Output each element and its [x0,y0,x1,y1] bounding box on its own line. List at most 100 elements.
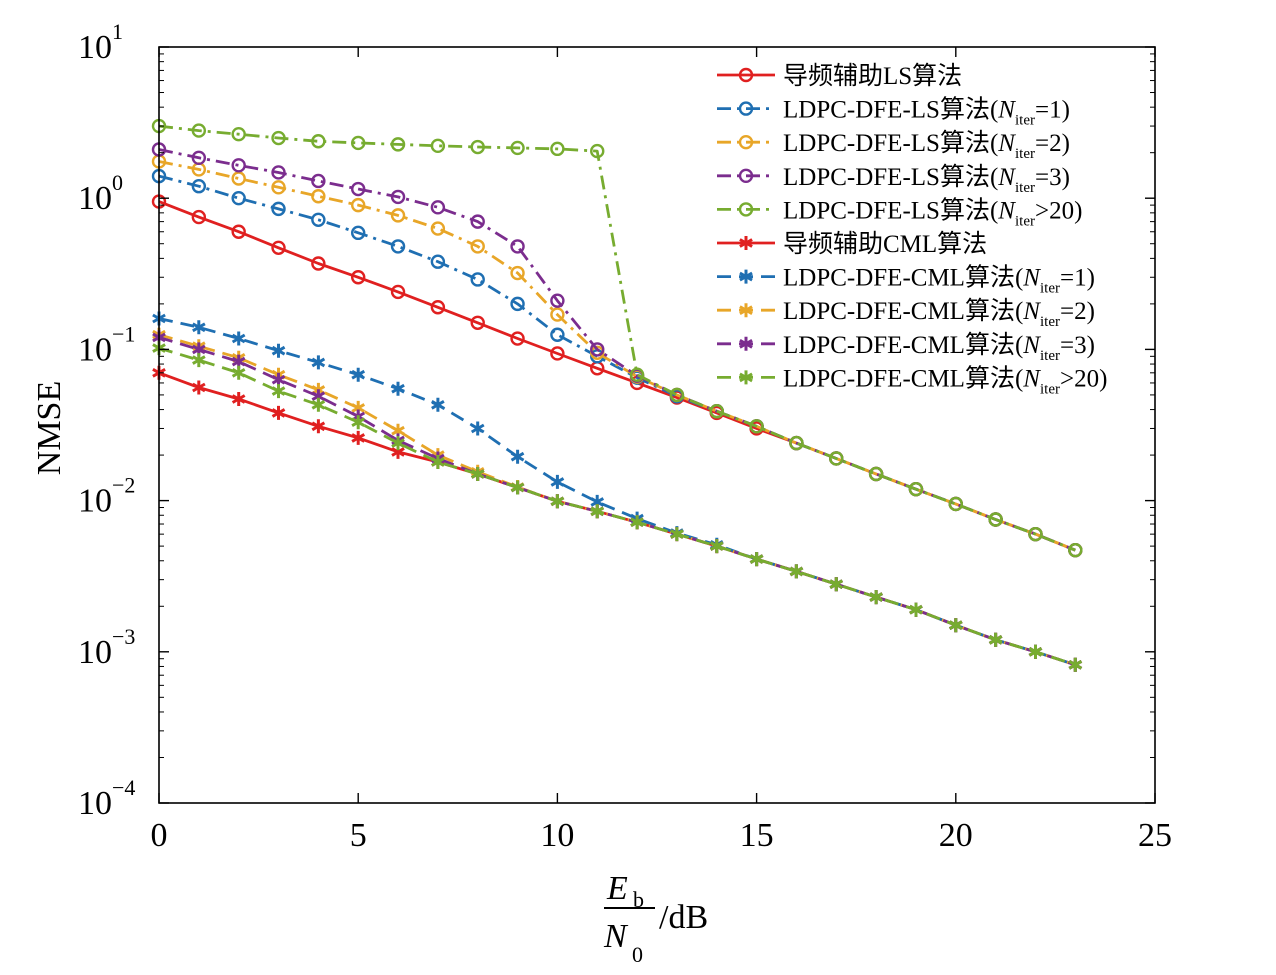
data-point [192,353,206,368]
legend-marker [739,336,753,351]
data-point [550,293,565,308]
data-point [191,209,207,225]
data-point [1068,542,1083,558]
data-point [590,342,605,357]
data-point [351,135,366,151]
data-point [470,467,485,481]
data-point [390,239,406,254]
data-point [311,419,326,434]
data-point [430,300,446,315]
legend-label: 导频辅助LS算法 [783,62,962,90]
data-point [829,577,844,592]
legend-entry: LDPC-DFE-LS算法(Niter=3) [717,163,1070,196]
data-point [510,449,525,464]
series-10 [152,341,1083,672]
x-tick-label: 5 [350,817,367,854]
legend: 导频辅助LS算法LDPC-DFE-LS算法(Niter=1)LDPC-DFE-L… [717,62,1107,397]
legend-marker [738,202,754,217]
y-tick-label: 10−2 [78,473,135,520]
data-point [1028,644,1043,659]
data-point [430,200,446,215]
x-label-unit: /dB [659,899,708,936]
data-point [431,397,445,412]
data-point [231,392,246,406]
legend-entry: LDPC-DFE-LS算法(Niter=2) [717,129,1070,162]
data-point [590,143,605,159]
x-tick-label: 15 [740,817,774,854]
y-tick-label: 100 [78,170,123,217]
legend-marker [738,134,754,150]
legend-label: LDPC-DFE-CML算法(Niter=1) [783,264,1095,297]
legend-marker [738,67,754,83]
x-axis-label: E b N 0 /dB [603,870,708,967]
data-point [868,466,884,482]
data-point [510,331,525,346]
legend-marker [738,168,754,184]
data-point [550,327,565,342]
data-point [789,564,804,579]
y-tick-label: 10−3 [78,624,135,671]
x-tick-label: 25 [1138,817,1172,854]
data-point [390,208,406,223]
data-point [271,240,286,255]
data-point [431,455,445,469]
data-point [948,496,963,512]
data-point [1068,657,1083,672]
legend-marker [739,303,753,318]
data-point [231,127,246,142]
data-point [271,201,286,217]
data-point [670,527,684,542]
data-point [550,141,565,157]
data-point [749,552,764,567]
data-point [231,224,246,239]
y-tick-label: 101 [78,19,123,66]
data-point [191,179,207,194]
series-line [158,346,1076,667]
data-point [351,367,366,382]
data-point [311,189,326,204]
data-point [629,367,645,382]
data-point [231,171,246,186]
data-point [351,225,366,241]
series-layer [151,118,1083,672]
data-point [311,134,326,149]
data-point [271,405,286,420]
data-point [311,173,326,189]
data-point [669,387,685,403]
data-point [1028,526,1043,542]
legend-marker [738,101,754,116]
data-point [311,397,326,412]
legend-marker [739,269,753,284]
data-point [192,380,206,395]
legend-label: 导频辅助CML算法 [783,230,987,258]
y-tick-label: 10−1 [78,321,135,368]
data-point [908,481,924,497]
data-point [351,181,366,197]
y-tick-label: 10−4 [78,775,135,822]
legend-label: LDPC-DFE-CML算法(Niter=3) [783,331,1095,364]
data-point [231,190,246,206]
data-point [709,539,724,554]
data-point [351,430,366,445]
data-point [311,355,326,370]
data-point [829,451,844,466]
data-point [550,494,565,509]
data-point [988,512,1003,527]
data-point [430,221,446,236]
data-point [510,140,525,156]
data-point [510,480,525,495]
data-point [390,284,406,300]
legend-entry: 导频辅助LS算法 [717,62,962,90]
data-point [709,404,724,419]
legend-label: LDPC-DFE-LS算法(Niter>20) [783,196,1082,229]
x-tick-label: 20 [939,817,973,854]
legend-entry: LDPC-DFE-LS算法(Niter=1) [717,96,1070,129]
data-point [271,180,286,195]
x-label-numerator-sub: b [633,887,644,912]
legend-label: LDPC-DFE-LS算法(Niter=3) [783,163,1070,196]
data-point [351,415,366,430]
series-line [158,371,1076,667]
data-point [749,419,764,434]
legend-marker [739,370,753,385]
